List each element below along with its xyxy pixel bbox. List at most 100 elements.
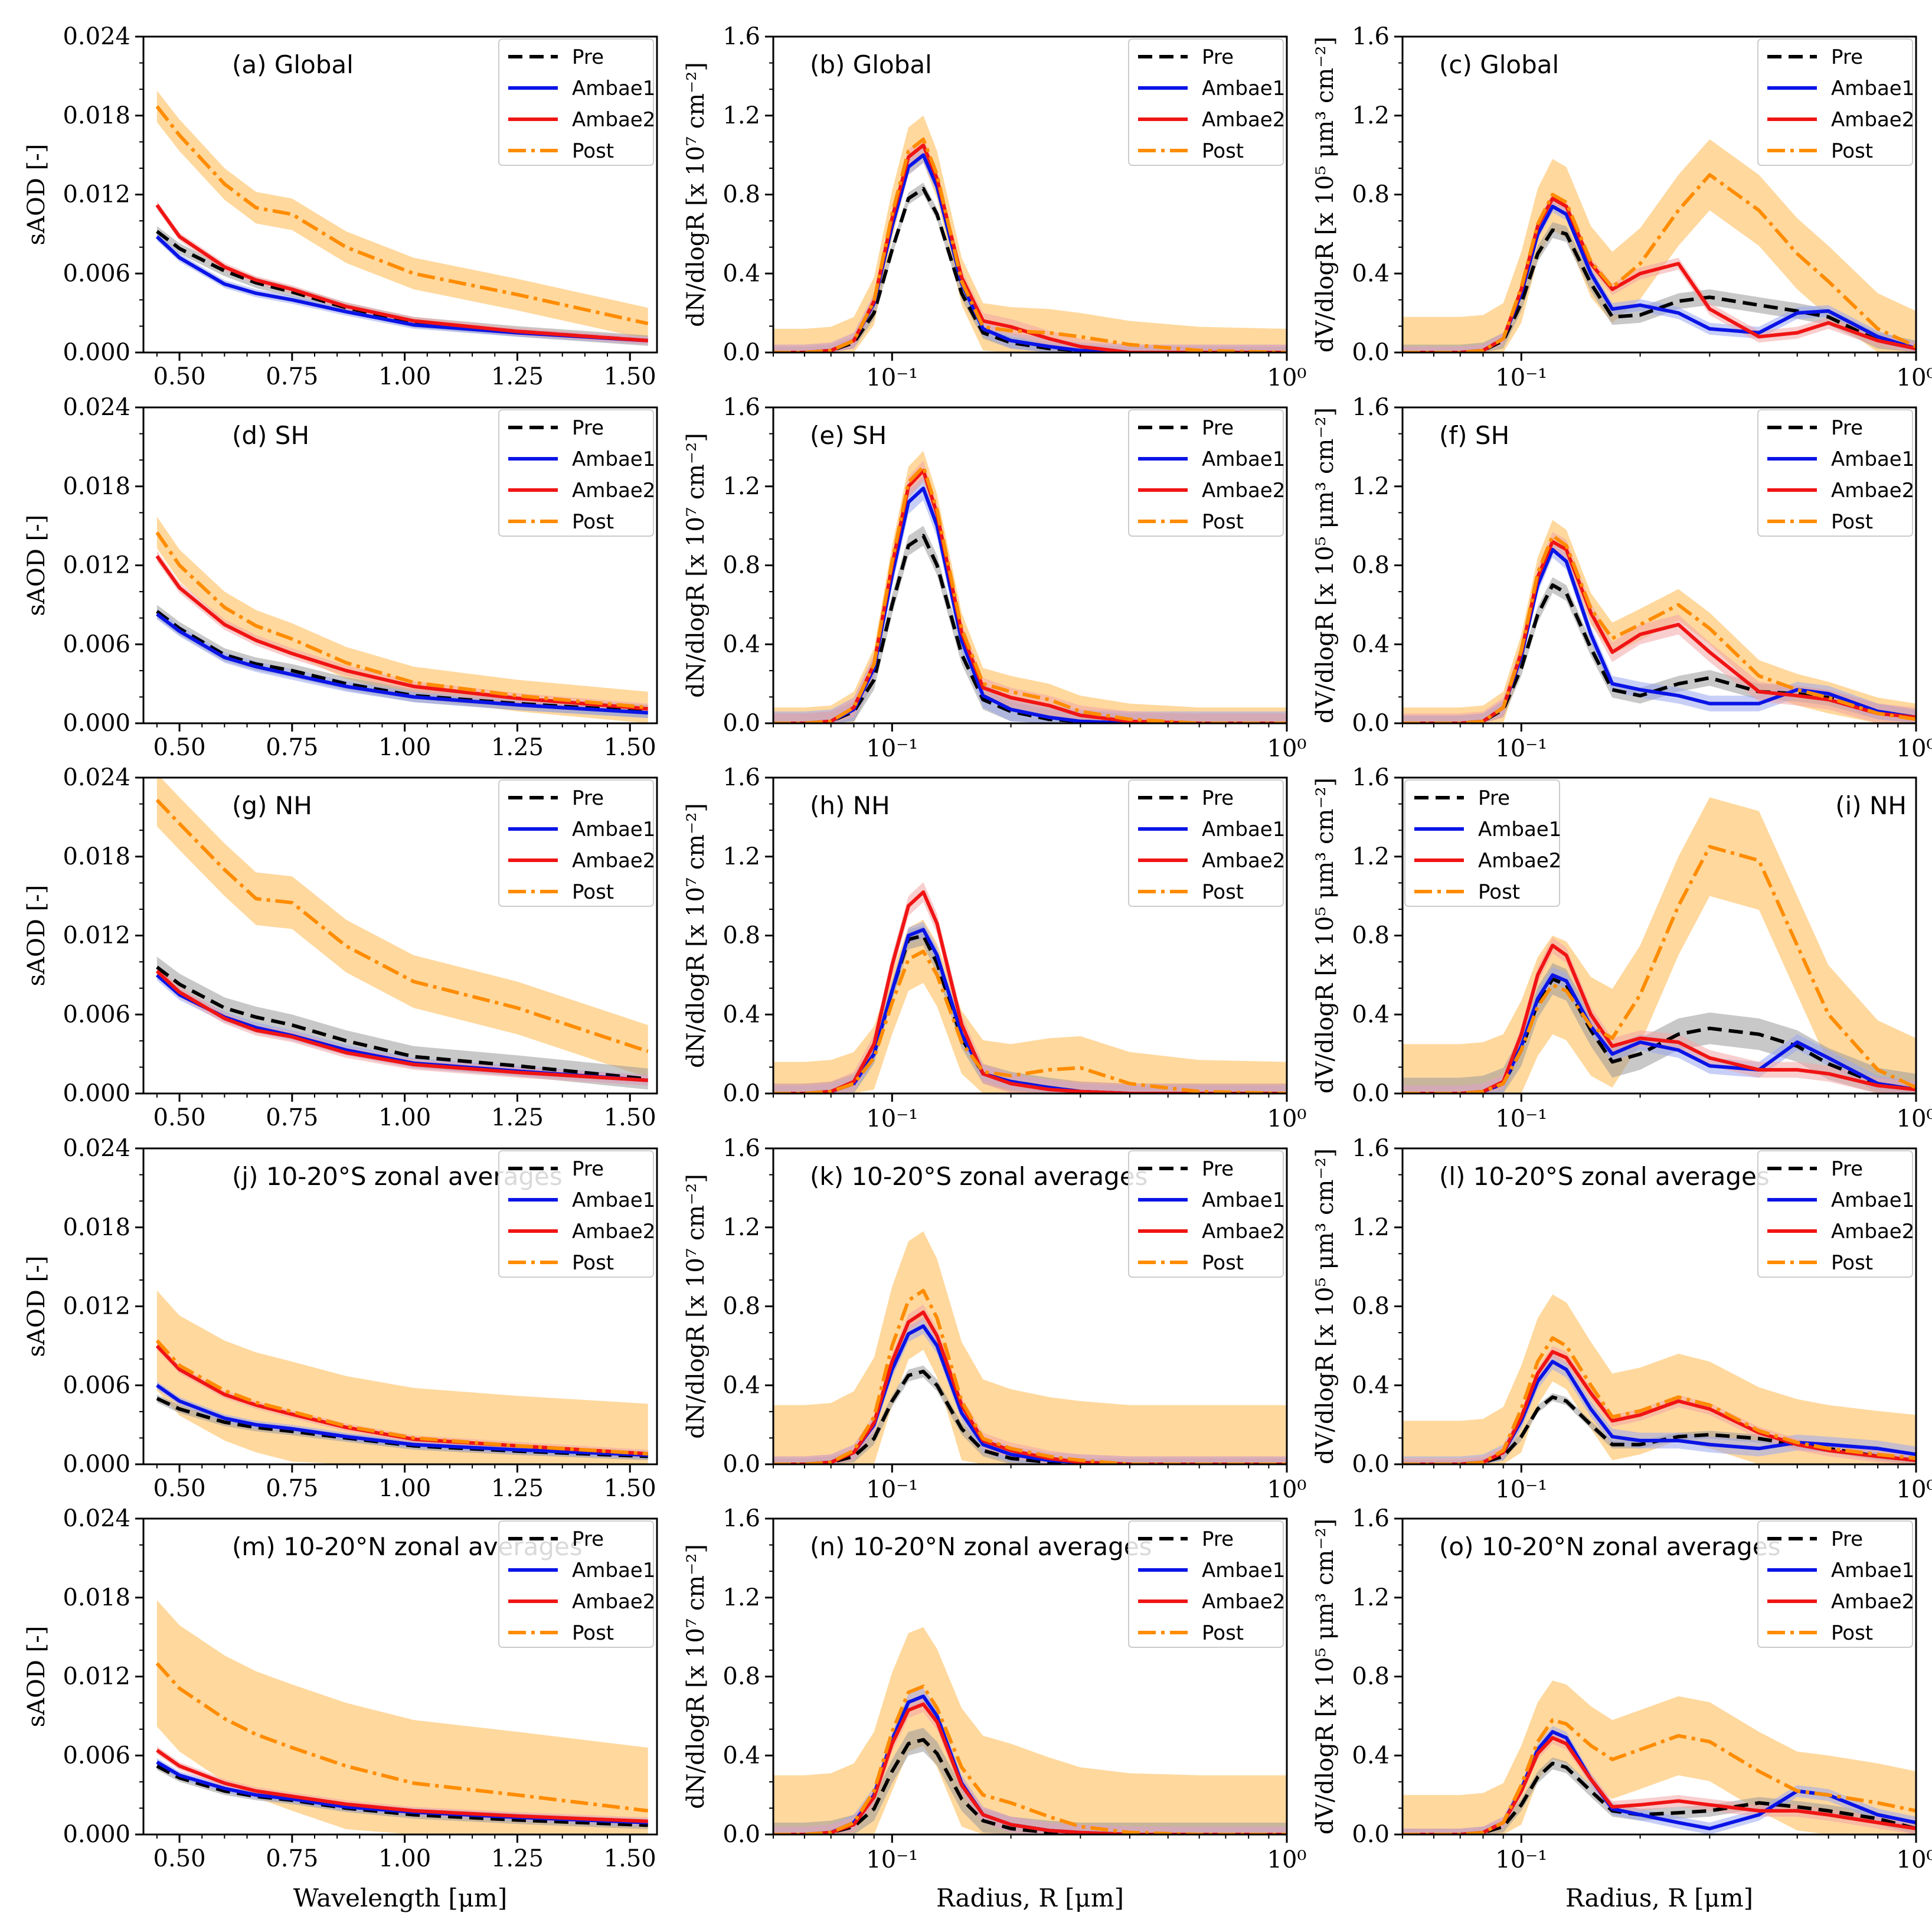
plot-area-n bbox=[773, 1627, 1287, 1834]
xtick-label-g: 0.50 bbox=[153, 1104, 206, 1131]
legend-label-ambae2: Ambae2 bbox=[1202, 1220, 1285, 1243]
ylabel-g: sAOD [-] bbox=[23, 885, 50, 987]
plot-area-f bbox=[1403, 520, 1916, 723]
legend-label-post: Post bbox=[1831, 510, 1873, 534]
line-ambae2-j bbox=[155, 1344, 648, 1456]
line-ambae2-a bbox=[155, 204, 648, 342]
xtick-label-n: 10⁰ bbox=[1267, 1846, 1307, 1873]
ytick-label-h: 0.4 bbox=[723, 1001, 760, 1028]
ytick-label-f: 0.8 bbox=[1352, 552, 1390, 579]
band-ambae1-k bbox=[773, 1318, 1287, 1464]
xtick-label-e: 10⁻¹ bbox=[866, 735, 918, 762]
legend-label-post: Post bbox=[572, 1621, 614, 1645]
xtick-label-m: 1.50 bbox=[604, 1845, 656, 1872]
legend-label-ambae2: Ambae2 bbox=[572, 1220, 655, 1243]
xtick-label-b: 10⁻¹ bbox=[866, 364, 918, 391]
xtick-label-i: 10⁻¹ bbox=[1495, 1105, 1547, 1132]
xtick-label-f: 10⁰ bbox=[1897, 735, 1932, 762]
legend-label-ambae1: Ambae1 bbox=[572, 1189, 655, 1212]
legend-b bbox=[1128, 38, 1284, 166]
panel-title-k: (k) 10-20°S zonal averages bbox=[810, 1162, 1148, 1191]
xtick-label-d: 1.50 bbox=[604, 734, 656, 761]
panel-n: 0.0 0.4 0.8 1.2 1.6 10⁻¹ 10⁰ (n) 10-20°N zonal … bbox=[682, 1505, 1306, 1912]
band-pre-n bbox=[773, 1728, 1287, 1834]
plot-area-o bbox=[1403, 1680, 1916, 1834]
xtick-label-j: 0.75 bbox=[266, 1475, 318, 1502]
legend-label-pre: Pre bbox=[572, 786, 604, 810]
plot-area-b bbox=[773, 115, 1287, 352]
legend-g bbox=[498, 779, 654, 907]
legend-label-post: Post bbox=[572, 510, 614, 534]
legend-c bbox=[1757, 38, 1913, 166]
ytick-label-l: 0.0 bbox=[1352, 1451, 1390, 1478]
legend-label-ambae2: Ambae2 bbox=[1202, 849, 1285, 873]
ytick-label-n: 1.6 bbox=[723, 1505, 760, 1532]
band-post-c bbox=[1403, 139, 1916, 352]
legend-label-pre: Pre bbox=[1202, 786, 1234, 810]
band-post-j bbox=[156, 1290, 648, 1464]
ylabel-o: dV/dlogR [x 10⁵ μm³ cm⁻²] bbox=[1312, 1519, 1339, 1834]
legend-label-ambae2: Ambae2 bbox=[1831, 479, 1914, 502]
ytick-label-m: 0.018 bbox=[63, 1584, 130, 1611]
legend-label-ambae2: Ambae2 bbox=[1478, 849, 1561, 873]
ytick-label-h: 0.8 bbox=[723, 922, 760, 949]
plot-area-k bbox=[773, 1231, 1287, 1464]
xtick-label-l: 10⁻¹ bbox=[1495, 1476, 1547, 1503]
xtick-label-d: 1.25 bbox=[491, 734, 544, 761]
legend-label-post: Post bbox=[572, 1251, 614, 1275]
panel-title-d: (d) SH bbox=[232, 421, 309, 450]
ytick-label-c: 0.4 bbox=[1352, 260, 1390, 287]
ytick-label-b: 1.2 bbox=[723, 102, 760, 129]
panel-i: 0.0 0.4 0.8 1.2 1.6 10⁻¹ 10⁰ (i) NH Pre Ambae1 Amb… bbox=[1312, 764, 1932, 1132]
ytick-label-e: 0.4 bbox=[723, 631, 760, 658]
xtick-label-j: 0.50 bbox=[153, 1475, 206, 1502]
ytick-label-o: 0.4 bbox=[1352, 1742, 1390, 1769]
band-pre-e bbox=[773, 525, 1287, 723]
legend-label-post: Post bbox=[572, 139, 614, 163]
ytick-label-k: 1.6 bbox=[723, 1135, 760, 1162]
panel-b: 0.0 0.4 0.8 1.2 1.6 10⁻¹ 10⁰ (b) Global Pre Ambae… bbox=[682, 23, 1306, 391]
ytick-label-b: 0.0 bbox=[723, 339, 760, 366]
ytick-label-g: 0.018 bbox=[63, 843, 130, 870]
legend-label-post: Post bbox=[572, 880, 614, 904]
ylabel-k: dN/dlogR [x 10⁷ cm⁻²] bbox=[682, 1174, 710, 1439]
legend-label-pre: Pre bbox=[1202, 1157, 1234, 1181]
panel-title-f: (f) SH bbox=[1439, 421, 1509, 450]
panel-title-e: (e) SH bbox=[810, 421, 887, 450]
legend-label-ambae1: Ambae1 bbox=[1478, 818, 1561, 841]
band-ambae2-o bbox=[1403, 1732, 1916, 1834]
ytick-label-k: 0.0 bbox=[723, 1451, 760, 1478]
line-post-a bbox=[155, 105, 649, 325]
ytick-label-h: 0.0 bbox=[723, 1080, 760, 1107]
legend-label-pre: Pre bbox=[572, 45, 604, 69]
ylabel-c: dV/dlogR [x 10⁵ μm³ cm⁻²] bbox=[1312, 37, 1339, 352]
ytick-label-m: 0.006 bbox=[63, 1742, 130, 1769]
ytick-label-i: 0.8 bbox=[1352, 922, 1390, 949]
panel-title-h: (h) NH bbox=[810, 791, 890, 820]
ytick-label-m: 0.000 bbox=[63, 1821, 130, 1848]
band-ambae2-f bbox=[1403, 531, 1916, 723]
ylabel-d: sAOD [-] bbox=[23, 515, 50, 616]
line-ambae2-m bbox=[156, 1748, 648, 1823]
ytick-label-j: 0.024 bbox=[63, 1135, 130, 1162]
line-post-h bbox=[773, 949, 1287, 1093]
ytick-label-g: 0.006 bbox=[63, 1001, 130, 1028]
xtick-label-a: 0.75 bbox=[266, 363, 318, 390]
ytick-label-j: 0.012 bbox=[63, 1293, 130, 1320]
legend-label-ambae1: Ambae1 bbox=[1831, 77, 1914, 100]
ytick-label-b: 0.8 bbox=[723, 181, 760, 208]
xtick-label-c: 10⁰ bbox=[1897, 364, 1932, 391]
band-pre-g bbox=[156, 957, 648, 1090]
panel-m: 0.000 0.006 0.012 0.018 0.024 0.50 0.75 1.00 1.2… bbox=[23, 1505, 658, 1912]
ylabel-j: sAOD [-] bbox=[23, 1256, 50, 1357]
ytick-label-d: 0.024 bbox=[63, 394, 130, 421]
ytick-label-d: 0.000 bbox=[63, 710, 130, 737]
xtick-label-d: 0.50 bbox=[153, 734, 206, 761]
panel-d: 0.000 0.006 0.012 0.018 0.024 0.50 0.75 1.00 1.2… bbox=[23, 394, 658, 761]
ytick-label-j: 0.018 bbox=[63, 1214, 130, 1241]
legend-label-pre: Pre bbox=[1202, 1527, 1234, 1551]
ytick-label-b: 1.6 bbox=[723, 23, 760, 50]
ytick-label-a: 0.000 bbox=[63, 339, 130, 366]
xtick-label-h: 10⁰ bbox=[1267, 1105, 1307, 1132]
ytick-label-l: 1.2 bbox=[1352, 1214, 1390, 1241]
